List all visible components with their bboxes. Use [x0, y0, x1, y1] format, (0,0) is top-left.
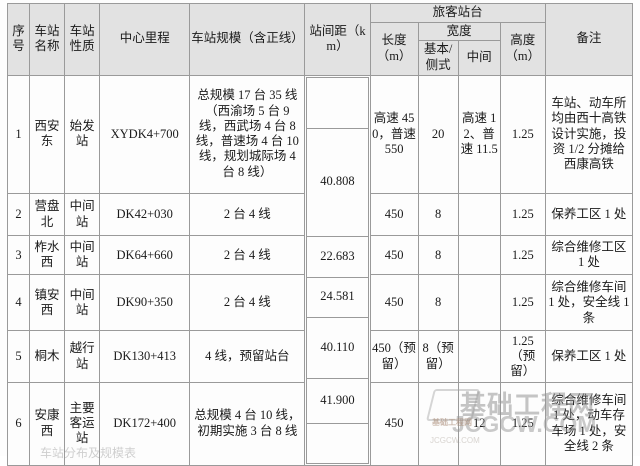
cell-remark: 车站、动车所均由西十高铁设计实施，投资 1/2 分摊给西康高铁 — [544, 74, 634, 194]
page-caption-ghost: 车站分布及规模表 — [40, 446, 137, 460]
cell-seq: 3 — [6, 235, 31, 276]
cell-seq: 5 — [6, 330, 31, 383]
cell-station-scale: 总规模 4 台 10 线，初期实施 3 台 8 线 — [189, 381, 306, 466]
cell-station-type: 越行站 — [64, 330, 101, 383]
cell-platform-length: 高速 450，普速 550 — [369, 74, 419, 194]
cell-remark: 综合维修车间 1 处，动车存车场 1 处，安全线 2 条 — [544, 381, 634, 466]
cell-width-middle: 12 — [457, 381, 501, 466]
cell-width-middle — [457, 192, 501, 237]
cell-distance: 24.581 — [306, 277, 369, 318]
cell-width-basic: 8 — [417, 235, 459, 276]
cell-station-distance-column: 40.808 22.683 24.581 40.110 41.900 — [304, 74, 371, 466]
header-station-name: 车站名称 — [29, 3, 66, 76]
cell-seq: 6 — [6, 381, 31, 466]
cell-seq: 2 — [6, 192, 31, 237]
header-length: 长度（m） — [369, 21, 419, 76]
cell-platform-height: 1.25 — [499, 192, 546, 237]
table-header: 序号 车站名称 车站性质 中心里程 车站规模（含正线） 站间距（km） 旅客站台… — [6, 3, 634, 76]
cell-seq: 1 — [6, 74, 31, 194]
cell-station-scale: 2 台 4 线 — [189, 235, 306, 276]
cell-remark: 综合维修工区 1 处 — [544, 235, 634, 276]
table-sheet: 序号 车站名称 车站性质 中心里程 车站规模（含正线） 站间距（km） 旅客站台… — [6, 3, 634, 466]
cell-station-scale: 总规模 17 台 35 线（西渝场 5 台 9 线，西武场 4 台 8 线，普速… — [189, 74, 306, 194]
cell-width-middle — [457, 330, 501, 383]
cell-width-middle: 高速 12、普速 11.5 — [457, 74, 501, 194]
header-station-type: 车站性质 — [64, 3, 101, 76]
cell-distance: 40.808 — [306, 128, 369, 237]
cell-width-basic — [417, 381, 459, 466]
header-width-middle: 中间 — [457, 40, 501, 76]
cell-station-name: 桐木 — [29, 330, 66, 383]
header-height: 高度（m） — [499, 21, 546, 76]
table-row: 3 柞水西 中间站 DK64+660 2 台 4 线 450 8 1.25 综合… — [6, 235, 634, 276]
cell-seq: 4 — [6, 274, 31, 332]
table-row: 5 桐木 越行站 DK130+413 4 线，预留站台 450（预留） 8（预留… — [6, 330, 634, 383]
cell-center-mileage: DK130+413 — [99, 330, 191, 383]
cell-distance: 40.110 — [306, 317, 369, 379]
cell-center-mileage: DK42+030 — [99, 192, 191, 237]
cell-remark: 综合维修车间 1 处，安全线 1 条 — [544, 274, 634, 332]
table-row: 6 安康西 主要客运站 DK172+400 总规模 4 台 10 线，初期实施 … — [6, 381, 634, 466]
table-row: 2 营盘北 中间站 DK42+030 2 台 4 线 450 8 1.25 保养… — [6, 192, 634, 237]
cell-station-type: 中间站 — [64, 235, 101, 276]
cell-center-mileage: DK90+350 — [99, 274, 191, 332]
cell-remark: 保养工区 1 处 — [544, 192, 634, 237]
cell-platform-height: 1.25 — [499, 235, 546, 276]
cell-station-name: 镇安西 — [29, 274, 66, 332]
cell-platform-length: 450（预留） — [369, 330, 419, 383]
header-row-2: 长度（m） 宽度 高度（m） — [8, 21, 633, 76]
cell-platform-height: 1.25（预留） — [499, 330, 546, 383]
station-distance-subtable: 40.808 22.683 24.581 40.110 41.900 — [306, 76, 369, 464]
cell-width-middle — [457, 235, 501, 276]
cell-station-name: 营盘北 — [29, 192, 66, 237]
cell-platform-length: 450 — [369, 235, 419, 276]
cell-station-type: 主要客运站 — [64, 381, 101, 466]
cell-center-mileage: XYDK4+700 — [99, 74, 191, 194]
header-station-scale: 车站规模（含正线） — [189, 3, 306, 76]
cell-platform-height: 1.25 — [499, 381, 546, 466]
header-width-group: 宽度 — [417, 21, 501, 42]
cell-distance: 41.900 — [306, 378, 369, 424]
cell-station-name: 西安东 — [29, 74, 66, 194]
cell-remark: 保养工区 1 处 — [544, 330, 634, 383]
cell-platform-length: 450 — [369, 381, 419, 466]
cell-distance: 22.683 — [306, 236, 369, 278]
cell-width-basic: 20 — [417, 74, 459, 194]
cell-width-middle — [457, 274, 501, 332]
watermark-ghost-bottom: JCGCW.COM — [430, 436, 480, 445]
header-platform-group: 旅客站台 — [369, 3, 546, 23]
table-body: 1 西安东 始发站 XYDK4+700 总规模 17 台 35 线（西渝场 5 … — [6, 74, 634, 466]
cell-station-scale: 4 线，预留站台 — [189, 330, 306, 383]
cell-station-name: 柞水西 — [29, 235, 66, 276]
header-remark: 备注 — [544, 3, 634, 76]
cell-station-type: 中间站 — [64, 274, 101, 332]
cell-center-mileage: DK64+660 — [99, 235, 191, 276]
cell-station-scale: 2 台 4 线 — [189, 274, 306, 332]
cell-platform-length: 450 — [369, 192, 419, 237]
dist-blank-top — [306, 76, 369, 129]
header-row-3: 基本/侧式 中间 — [8, 40, 633, 76]
cell-width-basic: 8 — [417, 192, 459, 237]
cell-platform-height: 1.25 — [499, 74, 546, 194]
cell-width-basic: 8（预留） — [417, 330, 459, 383]
cell-platform-height: 1.25 — [499, 274, 546, 332]
header-width-basic: 基本/侧式 — [417, 40, 459, 76]
header-row-1: 序号 车站名称 车站性质 中心里程 车站规模（含正线） 站间距（km） 旅客站台… — [6, 3, 634, 76]
cell-platform-length: 450 — [369, 274, 419, 332]
station-distribution-table: 序号 车站名称 车站性质 中心里程 车站规模（含正线） 站间距（km） 旅客站台… — [6, 3, 634, 466]
dist-blank-bottom — [306, 423, 369, 464]
table-row: 1 西安东 始发站 XYDK4+700 总规模 17 台 35 线（西渝场 5 … — [6, 74, 634, 466]
table-row: 4 镇安西 中间站 DK90+350 2 台 4 线 450 8 1.25 综合… — [6, 274, 634, 332]
header-seq: 序号 — [6, 3, 31, 76]
cell-width-basic: 8 — [417, 274, 459, 332]
cell-station-type: 始发站 — [64, 74, 101, 194]
header-station-distance: 站间距（km） — [304, 3, 371, 76]
cell-station-type: 中间站 — [64, 192, 101, 237]
header-center-mileage: 中心里程 — [99, 3, 191, 76]
cell-station-scale: 2 台 4 线 — [189, 192, 306, 237]
